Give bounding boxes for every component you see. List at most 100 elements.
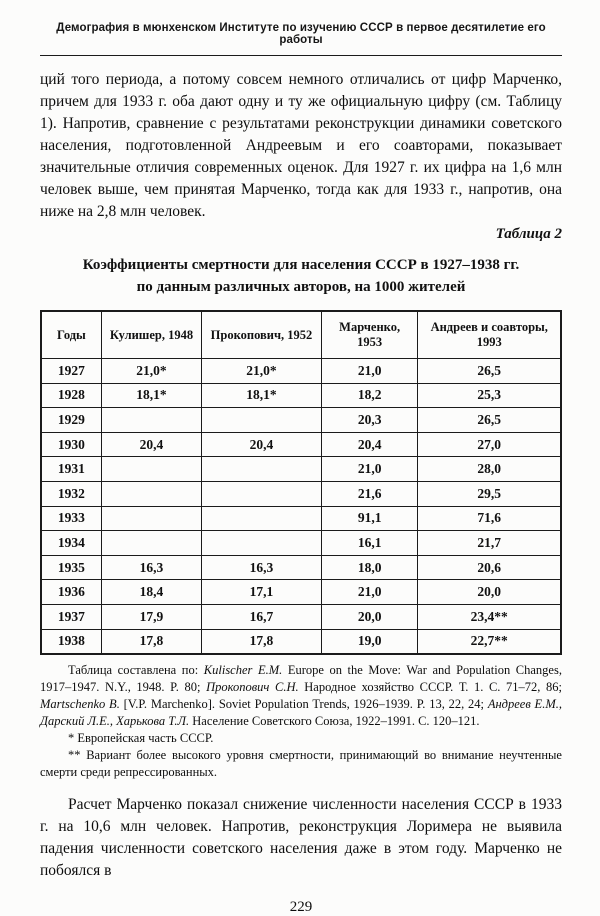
table-cell: 1931 — [40, 456, 102, 482]
table-cell: 29,5 — [417, 480, 562, 507]
column-header: Марченко, 1953 — [320, 310, 419, 359]
italic-text-segment: Martschenko B. — [40, 697, 120, 712]
table-row: 1938 17,8 17,8 19,0 22,7** — [40, 628, 562, 655]
running-head: Демография в мюнхенском Институте по изу… — [56, 22, 546, 46]
text-segment: [V.P. Marchenko]. Soviet Population Tren… — [119, 697, 488, 712]
table-cell: 21,7 — [417, 530, 562, 556]
table-cell: 1929 — [40, 407, 102, 433]
footnote-star: * Европейская часть СССР. — [68, 731, 214, 746]
table-cell: 16,7 — [201, 603, 322, 630]
table-row: 1932 21,6 29,5 — [40, 480, 562, 507]
table-cell — [201, 407, 322, 433]
table-cell: 91,1 — [320, 505, 419, 532]
table-cell: 1928 — [40, 382, 102, 409]
table-cell: 16,3 — [100, 554, 203, 581]
table-cell: 18,2 — [320, 382, 419, 409]
table-cell — [100, 456, 203, 482]
table-cell: 28,0 — [417, 456, 562, 482]
table-cell: 20,4 — [201, 431, 322, 458]
table-cell: 21,0* — [201, 358, 322, 384]
table-cell: 1937 — [40, 603, 102, 630]
table-cell: 17,8 — [201, 628, 322, 655]
table-cell — [100, 530, 203, 556]
table-cell: 20,6 — [417, 554, 562, 581]
table-cell — [201, 530, 322, 556]
table-cell: 1938 — [40, 628, 102, 655]
table-cell: 1933 — [40, 505, 102, 532]
table-cell: 23,4** — [417, 603, 562, 630]
table-cell — [201, 480, 322, 507]
table-cell: 16,3 — [201, 554, 322, 581]
table-cell: 21,0 — [320, 456, 419, 482]
table-row: 1931 21,0 28,0 — [40, 456, 562, 482]
paragraph-continuation: ций того периода, а потому совсем немног… — [40, 71, 562, 220]
table-title: Коэффициенты смертности для населения СС… — [40, 254, 562, 298]
table-cell: 26,5 — [417, 358, 562, 384]
table-cell: 17,1 — [201, 579, 322, 605]
table-cell: 1927 — [40, 358, 102, 384]
table-cell — [100, 480, 203, 507]
table-cell: 20,3 — [320, 407, 419, 433]
text-segment: Таблица составлена по: — [68, 663, 204, 678]
table-cell — [100, 407, 203, 433]
table-row: 1927 21,0* 21,0* 21,0 26,5 — [40, 358, 562, 384]
page-header: Демография в мюнхенском Институте по изу… — [40, 22, 562, 56]
text-segment: Население Советского Союза, 1922–1991. С… — [189, 714, 480, 729]
table-cell — [201, 505, 322, 532]
table-cell: 21,0 — [320, 579, 419, 605]
text-segment: Народное хозяйство СССР. Т. 1. С. 71–72,… — [298, 680, 563, 695]
table-cell: 19,0 — [320, 628, 419, 655]
table-cell: 22,7** — [417, 628, 562, 655]
header-rule — [40, 55, 562, 56]
italic-text-segment: Kulischer E.M. — [203, 663, 283, 678]
table-cell: 1936 — [40, 579, 102, 605]
table-cell: 1935 — [40, 554, 102, 581]
table-body: 1927 21,0* 21,0* 21,0 26,5 1928 18,1* 18,1* 18,2… — [40, 358, 562, 655]
table-cell: 20,0 — [417, 579, 562, 605]
table-cell — [201, 456, 322, 482]
footnote-double-star: ** Вариант более высокого уровня смертно… — [40, 748, 562, 780]
table-header-row: Годы Кулишер, 1948 Прокопович, 1952 Марченк… — [40, 310, 562, 359]
source-note: Таблица составлена по: Kulischer E.M. Eu… — [40, 662, 562, 730]
table-cell: 25,3 — [417, 382, 562, 409]
closing-paragraph: Расчет Марченко показал снижение численн… — [40, 796, 562, 880]
table-row: 1936 18,4 17,1 21,0 20,0 — [40, 579, 562, 605]
table-cell: 18,1* — [201, 382, 322, 409]
table-row: 1929 20,3 26,5 — [40, 407, 562, 433]
table-cell: 21,0* — [100, 358, 203, 384]
text-segment: Europe on the Move: War and Population C… — [40, 663, 562, 695]
table-cell: 1932 — [40, 480, 102, 507]
table-cell: 21,6 — [320, 480, 419, 507]
table-row: 1935 16,3 16,3 18,0 20,6 — [40, 554, 562, 581]
column-header: Кулишер, 1948 — [100, 310, 203, 359]
table-cell — [100, 505, 203, 532]
table-caption: Таблица 2 — [495, 226, 562, 242]
table-cell: 18,1* — [100, 382, 203, 409]
table-cell: 16,1 — [320, 530, 419, 556]
table-title-line1: Коэффициенты смертности для населения СС… — [82, 257, 520, 273]
table-cell: 20,0 — [320, 603, 419, 630]
table-cell: 1934 — [40, 530, 102, 556]
table-cell: 21,0 — [320, 358, 419, 384]
table-head: Годы Кулишер, 1948 Прокопович, 1952 Марченк… — [40, 310, 562, 359]
table-cell: 26,5 — [417, 407, 562, 433]
table-cell: 71,6 — [417, 505, 562, 532]
table-row: 1937 17,9 16,7 20,0 23,4** — [40, 603, 562, 630]
table-cell: 20,4 — [100, 431, 203, 458]
table-row: 1930 20,4 20,4 20,4 27,0 — [40, 431, 562, 458]
table-row: 1934 16,1 21,7 — [40, 530, 562, 556]
table-cell: 27,0 — [417, 431, 562, 458]
column-header: Прокопович, 1952 — [201, 310, 322, 359]
table-cell: 17,8 — [100, 628, 203, 655]
page-number: 229 — [289, 899, 313, 916]
table-cell: 18,4 — [100, 579, 203, 605]
table-cell: 20,4 — [320, 431, 419, 458]
italic-text-segment: Андреев Е.М., Дарский Л.Е., Харькова Т.Л… — [40, 697, 562, 729]
table-cell: 17,9 — [100, 603, 203, 630]
mortality-table: Годы Кулишер, 1948 Прокопович, 1952 Марченк… — [40, 310, 562, 656]
table-row: 1933 91,1 71,6 — [40, 505, 562, 532]
table-row: 1928 18,1* 18,1* 18,2 25,3 — [40, 382, 562, 409]
italic-text-segment: Прокопович С.Н. — [206, 680, 299, 695]
column-header: Андреев и соавторы, 1993 — [417, 310, 562, 359]
